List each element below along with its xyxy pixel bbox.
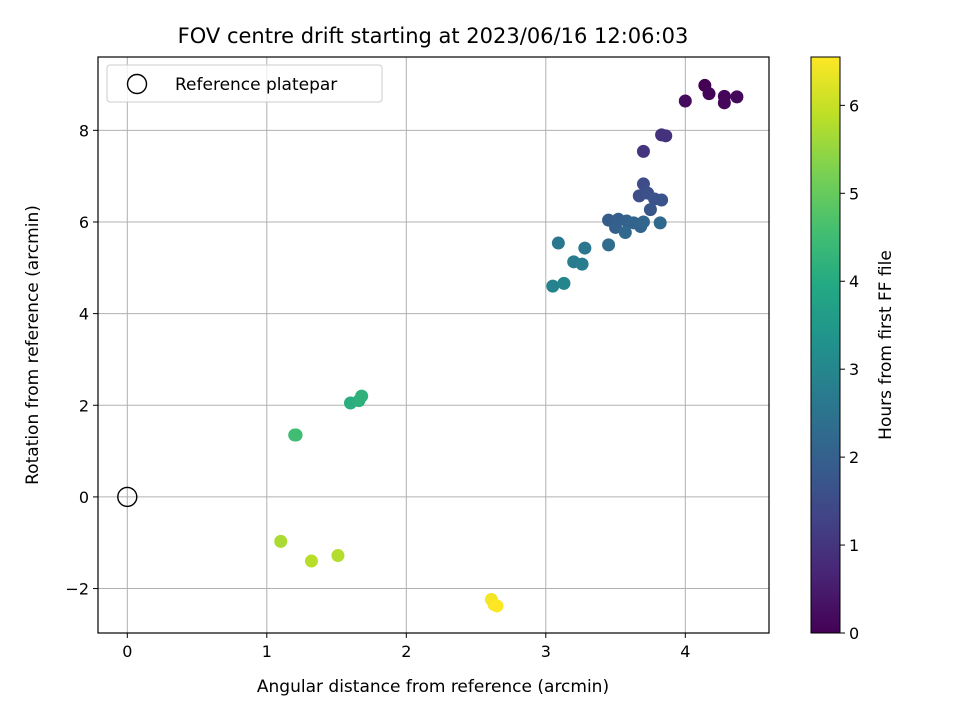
data-point bbox=[355, 389, 369, 403]
data-point bbox=[575, 257, 589, 271]
data-point bbox=[602, 238, 616, 252]
legend-label: Reference platepar bbox=[175, 75, 337, 95]
x-tick-label: 1 bbox=[262, 642, 272, 661]
colorbar-tick-label: 6 bbox=[849, 96, 859, 115]
data-point bbox=[557, 276, 571, 290]
reference-marker-group bbox=[117, 486, 138, 508]
plot-frame bbox=[97, 56, 770, 634]
y-tick-label: 2 bbox=[79, 396, 89, 415]
y-tick-label: 6 bbox=[79, 213, 89, 232]
data-point bbox=[551, 236, 565, 250]
data-point bbox=[717, 96, 731, 110]
data-point bbox=[490, 599, 504, 613]
x-tick-label: 3 bbox=[541, 642, 551, 661]
y-tick-label: 8 bbox=[79, 121, 89, 140]
data-point bbox=[730, 90, 744, 104]
colorbar-label: Hours from first FF file bbox=[876, 250, 896, 440]
colorbar: 0 1 2 3 4 5 6 Hours from first FF file bbox=[810, 56, 896, 643]
data-point bbox=[643, 203, 657, 217]
colorbar-tick-label: 5 bbox=[849, 184, 859, 203]
data-point bbox=[653, 216, 667, 230]
colorbar-tick-label: 4 bbox=[849, 272, 859, 291]
reference-marker bbox=[117, 486, 138, 508]
legend-box bbox=[106, 64, 383, 103]
legend-marker-icon bbox=[126, 73, 148, 95]
chart-title: FOV centre drift starting at 2023/06/16 … bbox=[178, 24, 689, 48]
legend: Reference platepar bbox=[106, 64, 383, 103]
data-point bbox=[546, 279, 560, 293]
y-tick-label: 0 bbox=[79, 488, 89, 507]
colorbar-tick-label: 1 bbox=[849, 536, 859, 555]
colorbar-tick-label: 3 bbox=[849, 360, 859, 379]
data-point bbox=[578, 241, 592, 255]
colorbar-tick-label: 0 bbox=[849, 624, 859, 643]
data-point bbox=[618, 226, 632, 240]
y-tick-label: −2 bbox=[65, 580, 89, 599]
data-point bbox=[274, 534, 288, 548]
data-point bbox=[636, 215, 650, 229]
data-point bbox=[702, 87, 716, 101]
data-point bbox=[331, 549, 345, 563]
data-point bbox=[659, 129, 673, 143]
x-axis-label: Angular distance from reference (arcmin) bbox=[257, 677, 609, 697]
data-point bbox=[678, 94, 692, 108]
data-point bbox=[609, 220, 623, 234]
x-tick-label: 0 bbox=[122, 642, 132, 661]
colorbar-tick-label: 2 bbox=[849, 448, 859, 467]
y-axis-label: Rotation from reference (arcmin) bbox=[23, 205, 43, 485]
data-point bbox=[636, 144, 650, 158]
data-point bbox=[655, 193, 669, 207]
colorbar-ticks: 0 1 2 3 4 5 6 bbox=[840, 96, 859, 643]
x-tick-label: 2 bbox=[401, 642, 411, 661]
data-point bbox=[289, 428, 303, 442]
y-tick-label: 4 bbox=[79, 305, 89, 324]
grid-lines bbox=[98, 57, 769, 633]
x-tick-label: 4 bbox=[680, 642, 690, 661]
data-points bbox=[274, 78, 744, 613]
colorbar-gradient bbox=[810, 56, 841, 634]
data-point bbox=[304, 554, 318, 568]
x-axis-ticks: 0 1 2 3 4 bbox=[122, 633, 690, 661]
y-axis-ticks: −2 0 2 4 6 8 bbox=[65, 121, 98, 599]
